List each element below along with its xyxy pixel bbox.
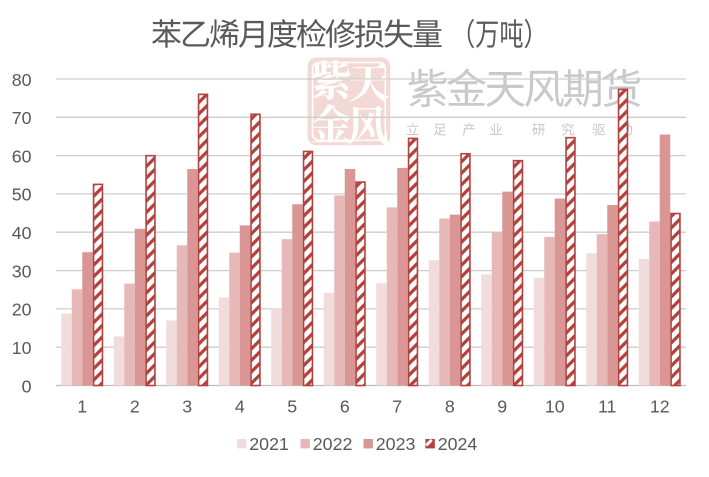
svg-text:8: 8 — [445, 397, 455, 417]
svg-text:50: 50 — [12, 185, 32, 205]
svg-text:10: 10 — [12, 338, 32, 358]
svg-text:0: 0 — [22, 376, 32, 396]
svg-text:2022: 2022 — [313, 434, 353, 454]
svg-text:30: 30 — [12, 261, 32, 281]
svg-text:1: 1 — [77, 397, 87, 417]
svg-text:7: 7 — [392, 397, 402, 417]
svg-text:6: 6 — [340, 397, 350, 417]
svg-text:2024: 2024 — [438, 434, 478, 454]
svg-text:20: 20 — [12, 300, 32, 320]
svg-text:40: 40 — [12, 223, 32, 243]
svg-text:12: 12 — [650, 397, 670, 417]
svg-text:60: 60 — [12, 146, 32, 166]
svg-text:2021: 2021 — [249, 434, 289, 454]
svg-text:70: 70 — [12, 108, 32, 128]
svg-text:10: 10 — [545, 397, 565, 417]
svg-text:11: 11 — [598, 397, 617, 417]
svg-text:2: 2 — [130, 397, 140, 417]
svg-text:2023: 2023 — [376, 434, 416, 454]
svg-text:9: 9 — [497, 397, 507, 417]
svg-text:3: 3 — [182, 397, 192, 417]
svg-text:4: 4 — [235, 397, 245, 417]
svg-text:5: 5 — [287, 397, 297, 417]
svg-text:80: 80 — [12, 70, 32, 90]
